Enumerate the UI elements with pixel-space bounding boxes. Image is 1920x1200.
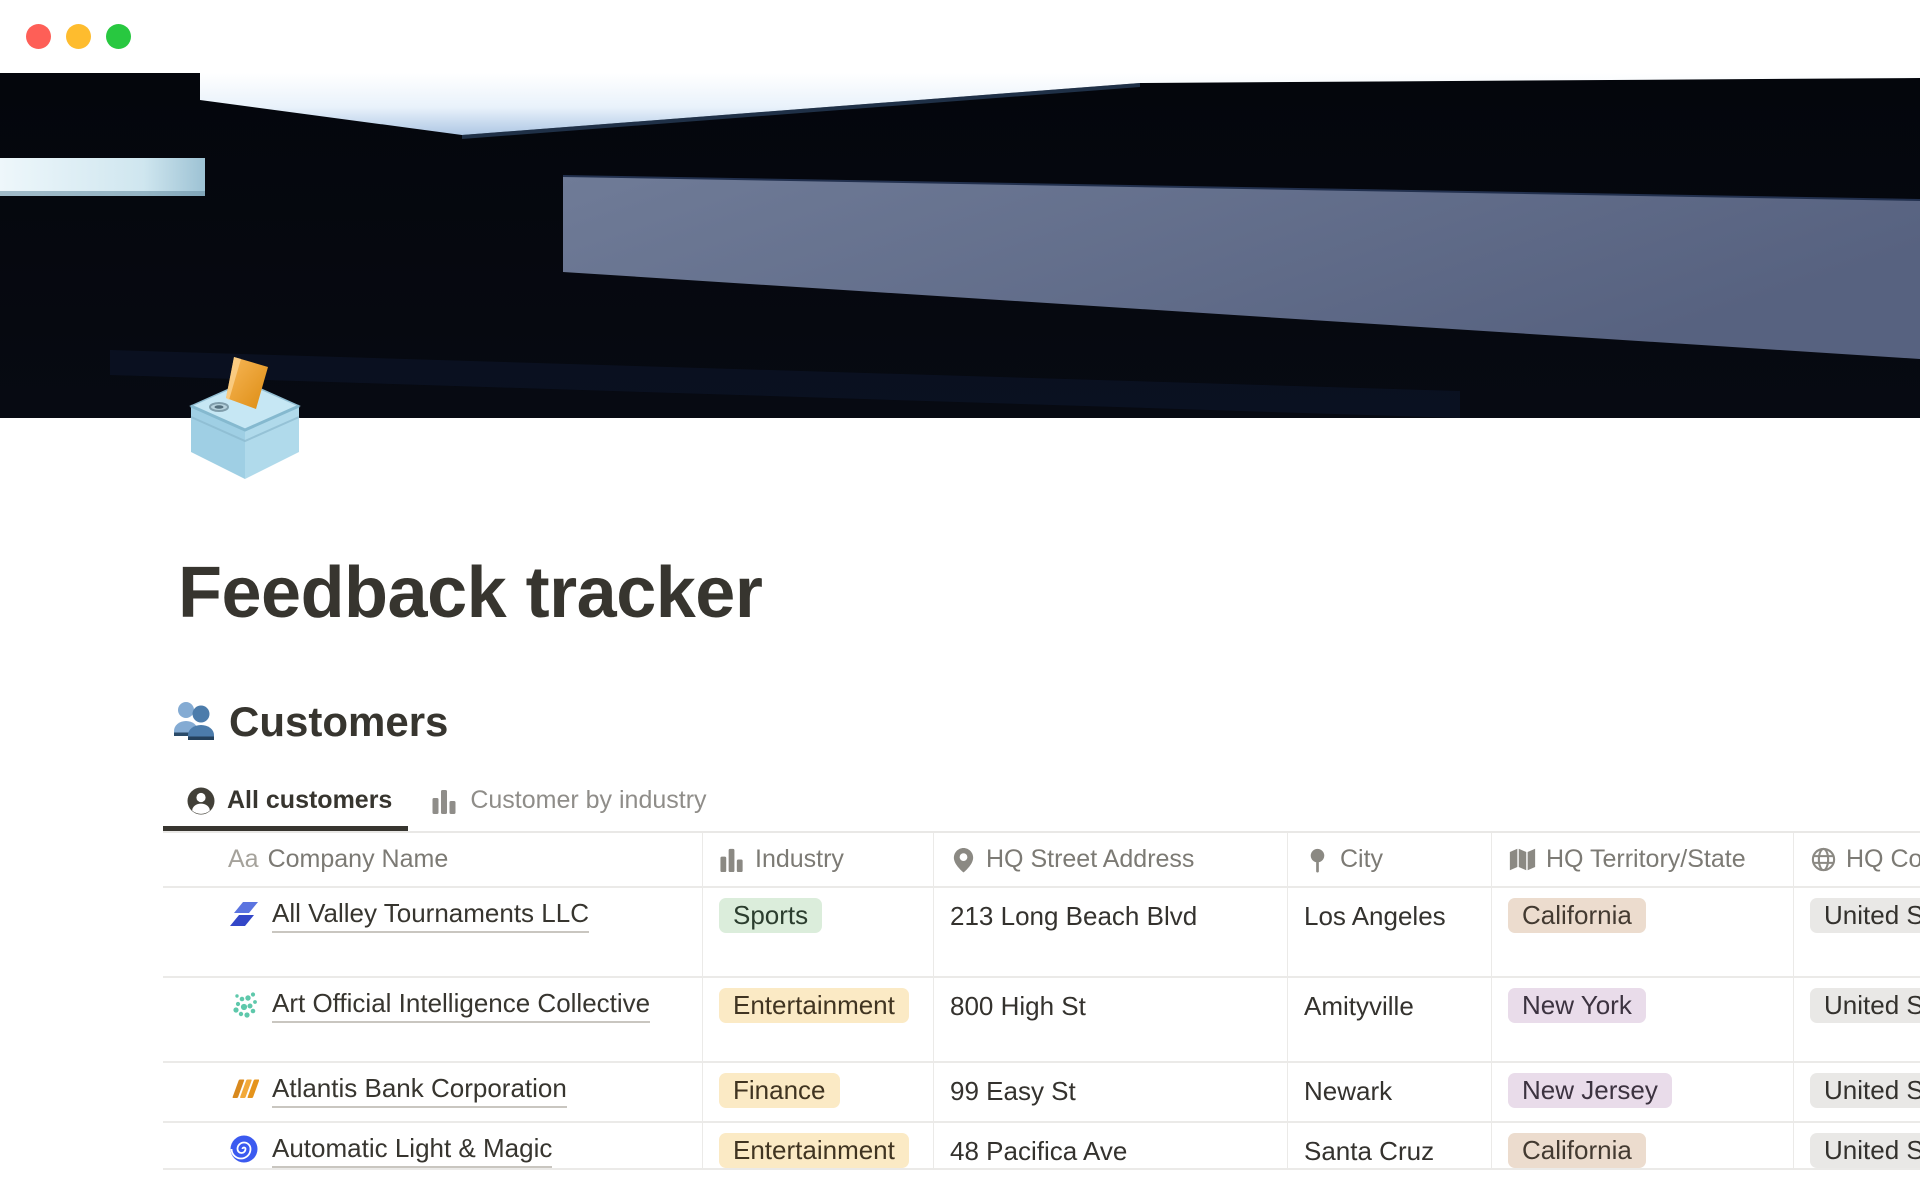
page-title[interactable]: Feedback tracker [178,553,763,633]
globe-icon [1810,846,1837,873]
country-tag: United States [1810,1073,1920,1108]
push-pin-icon [1304,846,1331,874]
column-label: HQ Country [1846,845,1920,873]
tab-customer-by-industry[interactable]: Customer by industry [417,770,720,831]
state-cell[interactable]: New York [1491,978,1793,1061]
atlantis-bank-logo-icon [229,1074,260,1111]
busts-in-silhouette-icon [171,699,217,746]
column-label: Company Name [267,845,449,873]
bar-chart-icon [431,787,459,815]
cover-graphic [0,73,1920,418]
country-tag: United States [1810,1133,1920,1168]
art-official-logo-icon [229,989,259,1026]
ballot-box-icon [189,357,301,479]
tab-label: Customer by industry [470,786,707,814]
zoom-button[interactable] [106,24,131,49]
close-button[interactable] [26,24,51,49]
country-cell[interactable]: United States [1793,1063,1920,1121]
table-row: Art Official Intelligence Collective Ent… [163,978,1920,1063]
section-title[interactable]: Customers [229,698,449,745]
city-cell[interactable]: Amityville [1287,978,1491,1061]
table-header-row: Aa Company Name Industry [163,833,1920,888]
bar-chart-icon [719,846,746,873]
country-tag: United States [1810,988,1920,1023]
state-tag: New York [1508,988,1646,1023]
view-tabs: All customers Customer by industry [163,770,1920,833]
column-header-hq-country[interactable]: HQ Country [1793,833,1920,886]
page-icon-ballot-box[interactable] [185,355,305,479]
window-titlebar [0,0,1920,73]
column-header-company-name[interactable]: Aa Company Name [163,833,702,886]
tab-all-customers[interactable]: All customers [163,770,408,831]
industry-tag: Entertainment [719,988,909,1023]
city-cell[interactable]: Newark [1287,1063,1491,1121]
minimize-button[interactable] [66,24,91,49]
column-header-hq-street-address[interactable]: HQ Street Address [933,833,1287,886]
company-cell[interactable]: Automatic Light & Magic [163,1123,702,1168]
column-label: Industry [755,845,844,873]
industry-tag: Finance [719,1073,840,1108]
column-header-industry[interactable]: Industry [702,833,933,886]
customers-section-heading: Customers [171,698,448,746]
cover-image [0,73,1920,418]
person-circle-icon [186,786,216,816]
automatic-light-logo-icon [229,1134,259,1168]
column-label: HQ Territory/State [1546,845,1746,873]
column-label: City [1340,845,1384,873]
text-aa-icon: Aa [228,845,259,873]
industry-tag: Sports [719,898,823,933]
address-cell[interactable]: 213 Long Beach Blvd [933,888,1287,976]
state-cell[interactable]: New Jersey [1491,1063,1793,1121]
folded-map-icon [1508,846,1537,873]
industry-cell[interactable]: Finance [702,1063,933,1121]
customers-table: Aa Company Name Industry [163,833,1920,1170]
state-tag: New Jersey [1508,1073,1672,1108]
address-cell[interactable]: 800 High St [933,978,1287,1061]
country-cell[interactable]: United States [1793,1123,1920,1168]
country-tag: United States [1810,898,1920,933]
company-cell[interactable]: Art Official Intelligence Collective [163,978,702,1061]
state-cell[interactable]: California [1491,888,1793,976]
company-link[interactable]: Art Official Intelligence Collective [272,988,651,1023]
address-cell[interactable]: 48 Pacifica Ave [933,1123,1287,1168]
industry-cell[interactable]: Entertainment [702,1123,933,1168]
state-tag: California [1508,1133,1646,1168]
map-pin-icon [950,846,977,874]
column-label: HQ Street Address [986,845,1195,873]
table-row: Automatic Light & Magic Entertainment 48… [163,1123,1920,1170]
company-link[interactable]: Automatic Light & Magic [272,1133,553,1168]
table-row: Atlantis Bank Corporation Finance 99 Eas… [163,1063,1920,1123]
table-row: All Valley Tournaments LLC Sports 213 Lo… [163,888,1920,978]
industry-cell[interactable]: Sports [702,888,933,976]
industry-tag: Entertainment [719,1133,909,1168]
city-cell[interactable]: Los Angeles [1287,888,1491,976]
state-cell[interactable]: California [1491,1123,1793,1168]
company-cell[interactable]: All Valley Tournaments LLC [163,888,702,976]
address-cell[interactable]: 99 Easy St [933,1063,1287,1121]
company-link[interactable]: Atlantis Bank Corporation [272,1073,567,1108]
company-link[interactable]: All Valley Tournaments LLC [272,898,589,933]
country-cell[interactable]: United States [1793,978,1920,1061]
industry-cell[interactable]: Entertainment [702,978,933,1061]
state-tag: California [1508,898,1646,933]
column-header-city[interactable]: City [1287,833,1491,886]
all-valley-logo-icon [229,899,259,936]
company-cell[interactable]: Atlantis Bank Corporation [163,1063,702,1121]
country-cell[interactable]: United States [1793,888,1920,976]
city-cell[interactable]: Santa Cruz [1287,1123,1491,1168]
tab-label: All customers [227,786,393,814]
column-header-hq-territory-state[interactable]: HQ Territory/State [1491,833,1793,886]
